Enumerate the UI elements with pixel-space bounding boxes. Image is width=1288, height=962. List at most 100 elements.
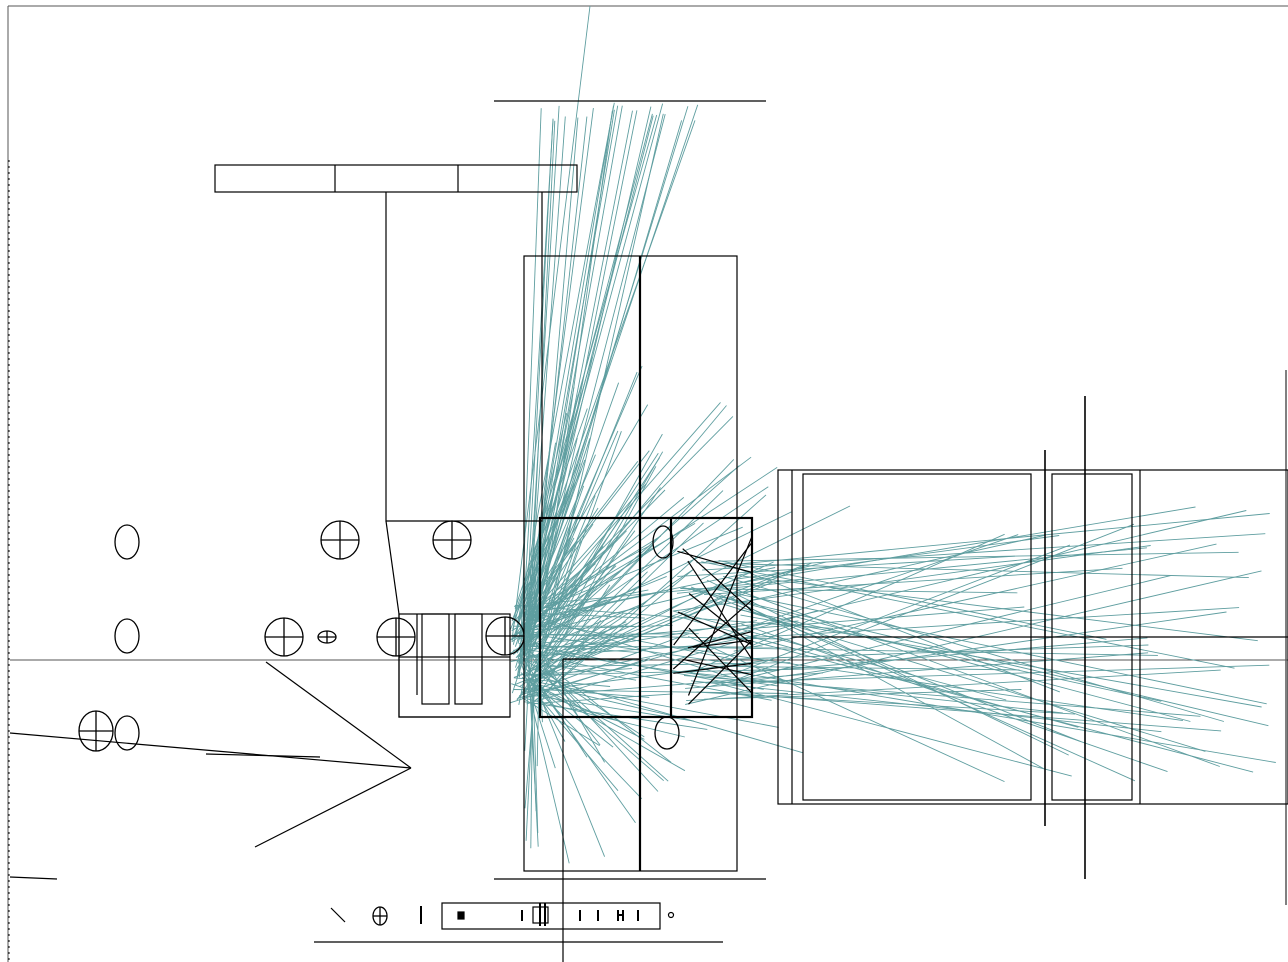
reflection-line-10 bbox=[673, 542, 753, 646]
ray-lower-20 bbox=[530, 680, 534, 849]
ray-spray-2 bbox=[524, 450, 650, 611]
ray-right-54 bbox=[677, 555, 1016, 577]
ellipse-icon bbox=[114, 715, 140, 751]
cell-grid-slot-1 bbox=[421, 613, 450, 705]
ray-upper-long bbox=[511, 5, 591, 641]
ray-right-50 bbox=[721, 683, 1072, 777]
ray-spray-139 bbox=[535, 564, 616, 663]
ray-spray-123 bbox=[531, 365, 643, 622]
ray-spray-93 bbox=[530, 454, 596, 607]
reflection-line-9 bbox=[673, 662, 753, 674]
ray-right-30 bbox=[692, 506, 1196, 592]
ray-spray-81 bbox=[519, 485, 585, 669]
ray-lower-10 bbox=[534, 641, 605, 763]
ray-lower-3 bbox=[528, 650, 672, 763]
ray-spray-136 bbox=[518, 609, 819, 699]
ray-spray-87 bbox=[529, 476, 558, 606]
ray-lower-28 bbox=[524, 675, 537, 809]
ray-spray-100 bbox=[520, 561, 774, 676]
ray-spray-108 bbox=[511, 408, 588, 622]
left-fan-line-1 bbox=[265, 661, 412, 769]
ray-right-26 bbox=[701, 561, 1235, 669]
reflection-line-7 bbox=[688, 593, 753, 645]
ray-spray-135 bbox=[533, 431, 622, 675]
ray-spray-117 bbox=[538, 382, 620, 606]
ray-spray-137 bbox=[529, 466, 657, 699]
ray-right-16 bbox=[709, 575, 1171, 688]
ray-spray-42 bbox=[526, 495, 596, 662]
ray-spray-90 bbox=[517, 459, 586, 653]
ray-right-14 bbox=[733, 566, 1060, 693]
ray-right-27 bbox=[735, 523, 1135, 681]
ray-lower-1 bbox=[534, 683, 645, 740]
ray-lower-2 bbox=[536, 669, 664, 782]
ellipse-icon bbox=[114, 618, 140, 654]
reflection-line-4 bbox=[688, 627, 753, 694]
ray-right-2 bbox=[733, 611, 1227, 684]
ray-spray-97 bbox=[521, 402, 721, 631]
inner-lens-block bbox=[538, 516, 754, 719]
ray-lower-23 bbox=[520, 660, 556, 769]
ray-right-1 bbox=[702, 533, 1266, 571]
ray-upper-25 bbox=[515, 106, 689, 668]
ray-spray-73 bbox=[521, 442, 557, 634]
left-fan-line-2 bbox=[9, 732, 412, 769]
ray-spray-134 bbox=[525, 645, 791, 648]
bottom-scale-bar bbox=[330, 902, 675, 930]
reflection-line-0 bbox=[682, 548, 753, 612]
ray-lower-18 bbox=[526, 683, 570, 864]
ray-spray-86 bbox=[513, 578, 803, 607]
ray-right-43 bbox=[713, 665, 1020, 671]
ray-spray-127 bbox=[518, 495, 568, 618]
ray-right-29 bbox=[729, 596, 1044, 769]
ray-lower-11 bbox=[536, 685, 540, 767]
ray-spray-69 bbox=[528, 486, 769, 649]
ray-spray-114 bbox=[531, 522, 704, 693]
ray-right-22 bbox=[728, 670, 1276, 763]
ray-right-31 bbox=[691, 680, 1162, 733]
ray-right-36 bbox=[715, 595, 1191, 722]
ray-spray-124 bbox=[529, 404, 649, 606]
ray-right-39 bbox=[735, 589, 1220, 767]
top-bar-fixture bbox=[214, 164, 578, 193]
scale-square-marker bbox=[457, 911, 465, 920]
ray-right-17 bbox=[741, 623, 1168, 773]
right-detector-housing bbox=[777, 469, 1288, 805]
ray-right-8 bbox=[688, 635, 1005, 783]
reflection-line-8 bbox=[687, 560, 753, 660]
left-fan-line-4 bbox=[205, 753, 321, 758]
ray-spray-128 bbox=[521, 599, 607, 633]
scale-bar-frame bbox=[441, 902, 661, 930]
ray-spray-126 bbox=[526, 645, 698, 657]
ray-lower-27 bbox=[530, 696, 537, 812]
ray-lower-26 bbox=[526, 679, 614, 748]
ray-spray-45 bbox=[521, 672, 824, 698]
ray-spray-25 bbox=[519, 633, 690, 697]
ray-spray-118 bbox=[538, 620, 602, 704]
ray-right-42 bbox=[705, 551, 1239, 562]
ray-upper-10 bbox=[521, 119, 554, 642]
left-stub-line bbox=[9, 876, 58, 880]
reflection-line-2 bbox=[682, 658, 753, 676]
ray-right-21 bbox=[696, 691, 1076, 715]
ray-right-35 bbox=[707, 598, 1206, 752]
ray-right-57 bbox=[681, 586, 1269, 727]
ray-spray-79 bbox=[535, 465, 740, 647]
reflection-line-13 bbox=[687, 631, 753, 649]
ray-spray-66 bbox=[519, 569, 693, 688]
scale-slash-icon bbox=[330, 907, 346, 923]
scale-end-dot bbox=[667, 911, 675, 919]
ray-upper-27 bbox=[530, 117, 579, 673]
ray-spray-110 bbox=[534, 569, 694, 701]
ray-lower-15 bbox=[520, 654, 588, 758]
ray-right-15 bbox=[740, 614, 1262, 708]
ray-spray-47 bbox=[536, 519, 621, 640]
ray-spray-71 bbox=[533, 451, 664, 675]
ellipse-icon bbox=[654, 716, 680, 750]
ray-spray-55 bbox=[522, 671, 803, 754]
ellipse-icon bbox=[114, 524, 140, 560]
optical-structure bbox=[8, 100, 1288, 962]
ray-spray-82 bbox=[521, 545, 650, 615]
reflection-line-6 bbox=[687, 536, 753, 696]
